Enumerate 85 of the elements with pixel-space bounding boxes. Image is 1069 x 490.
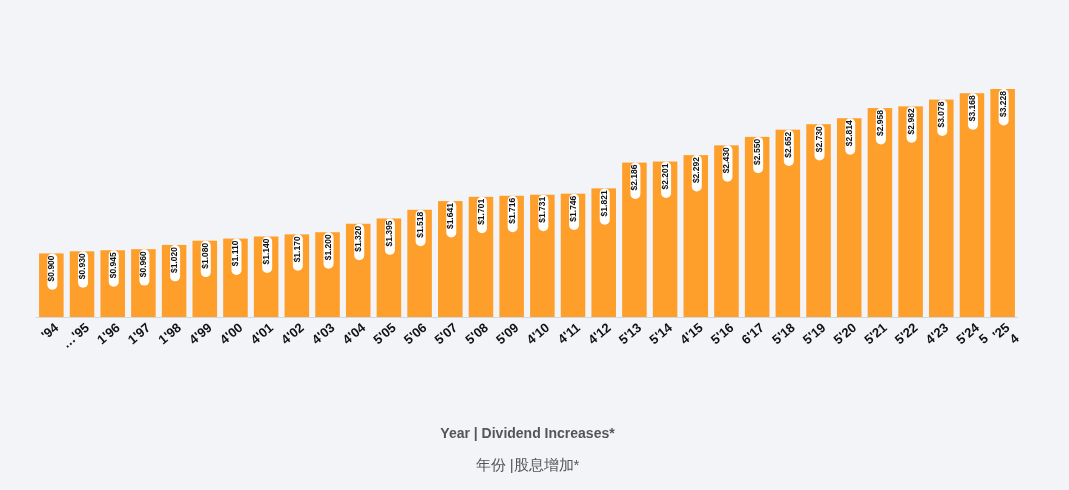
data-label: $3.228 [997,90,1008,117]
data-label: $1.170 [291,236,302,263]
bar [714,145,739,317]
bar [806,124,831,317]
bar [438,201,463,317]
x-tick-label: 5'07 [431,319,461,348]
x-tick-label: 4'23 [922,319,952,348]
x-tick-label: 4'15 [677,319,706,348]
data-label: $1.716 [506,197,517,224]
bar [622,162,647,317]
bar [407,209,432,317]
x-tick-label: 4'00 [216,319,246,348]
data-label: $3.168 [966,94,977,122]
x-tick-label: 5'06 [400,319,430,348]
x-tick-label: 5'09 [492,319,522,348]
data-label: $2.550 [752,138,763,165]
x-tick-label: 5'05 [370,319,399,348]
x-tick-label: 5'16 [707,319,737,348]
bar [775,129,801,317]
bar [591,188,616,317]
x-tick-label: 1'98 [155,319,185,348]
data-label: $2.958 [874,109,885,137]
x-tick-label: 1'97 [124,319,154,348]
x-tick-label: 4'04 [339,319,369,348]
x-tick-label: 5'20 [830,319,860,348]
x-tick-label: 4'11 [554,319,583,347]
x-tick-label: 6'17 [738,319,768,348]
data-label: $1.140 [261,238,272,265]
bar [744,136,770,317]
data-label: $2.430 [721,147,732,174]
bar [898,106,923,317]
text: 年份 |股息增加* [475,456,580,473]
x-tick-label: 5'08 [462,319,491,348]
data-label: $0.930 [77,253,88,280]
bar [560,193,586,317]
x-tick-label: 5'22 [891,319,921,348]
data-label: $1.518 [414,211,425,238]
bar [929,99,954,317]
data-label: $1.080 [199,242,210,269]
bar [836,118,862,317]
data-label: $0.900 [46,255,57,282]
bar [468,196,494,317]
data-label: $2.652 [782,131,793,158]
bar [652,161,678,317]
x-tick-label: 5'13 [615,319,645,348]
data-label: $1.821 [598,190,609,217]
bar [867,108,893,317]
data-label: $2.201 [660,163,671,190]
data-label: $1.746 [568,195,579,222]
data-label: $1.731 [537,196,548,223]
x-tick-label: 4'99 [186,319,215,348]
data-label: $2.982 [905,108,916,135]
data-label: $0.945 [107,251,118,279]
data-label: $2.186 [629,164,640,191]
data-label: $2.292 [690,156,701,184]
data-label: $1.395 [383,220,394,247]
data-label: $1.200 [322,233,333,261]
x-tick-label: 4'03 [308,319,338,348]
bar [683,155,709,317]
text: Year | Dividend Increases* [440,425,616,441]
x-tick-label: 4'01 [247,319,277,348]
data-label: $1.110 [230,240,241,267]
x-tick-label: 5'14 [646,319,676,348]
data-label: $0.960 [138,250,149,278]
bar [499,195,524,317]
data-label: $1.701 [475,198,486,225]
x-tick-label: 4'10 [523,319,553,348]
bar [990,89,1015,317]
data-label: $3.078 [936,101,947,128]
x-tick-label: 5'24 5 [953,319,992,348]
x-tick-label: 1'96 [94,319,123,348]
bar [959,93,985,317]
x-tick-label: 5'18 [769,319,798,348]
x-tick-label: '25 4 [989,319,1023,347]
data-label: $1.320 [353,225,364,252]
x-tick-label: 4'12 [585,319,614,348]
x-tick-label: 5'21 [861,319,890,348]
data-label: $2.814 [844,119,855,147]
x-tick-label: 4'02 [278,319,307,348]
bar [530,194,555,317]
x-tick-label: '94 [38,319,62,343]
data-label: $1.020 [169,246,180,273]
data-label: $2.730 [813,125,824,153]
data-label: $1.641 [445,202,456,230]
x-tick-label: 5'19 [799,319,829,348]
